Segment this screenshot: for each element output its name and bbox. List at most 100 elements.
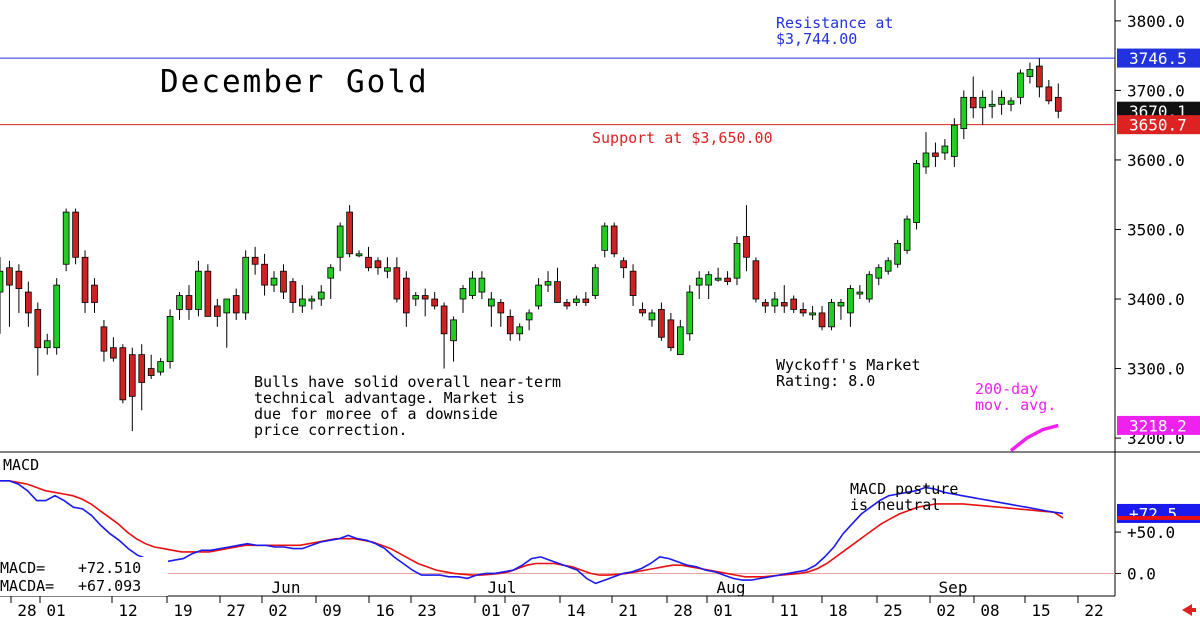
candle <box>903 215 911 254</box>
candle <box>639 302 646 317</box>
candle-body-up <box>960 96 968 130</box>
candle-body-up <box>336 225 344 258</box>
candle-body-up <box>714 277 722 281</box>
candle-body-down <box>762 302 769 307</box>
candle <box>563 299 571 310</box>
candle <box>922 132 930 174</box>
candle-body-up <box>384 267 391 272</box>
candle <box>317 285 325 306</box>
candle-body-down <box>6 267 13 286</box>
candle-body-up <box>837 302 845 307</box>
candle-body-up <box>903 218 911 251</box>
candle-body-down <box>15 270 23 289</box>
candle-body-up <box>847 288 854 314</box>
candle-body-down <box>620 260 627 269</box>
candle-body-down <box>147 368 155 376</box>
candle-body-down <box>213 305 221 317</box>
candle-body-down <box>780 302 788 307</box>
candle-body-down <box>554 281 561 303</box>
price-tag-label: 3650.7 <box>1129 116 1187 135</box>
price-tag-background <box>1117 415 1200 435</box>
candle <box>119 344 127 404</box>
candle-body-up <box>308 298 316 302</box>
macd-legend-label: MACD= <box>0 559 45 577</box>
candle <box>648 309 656 327</box>
candle-body-down <box>185 295 193 310</box>
candle <box>185 285 193 320</box>
candle-body-down <box>506 315 514 335</box>
candle <box>110 337 117 362</box>
candle-body-down <box>1054 96 1062 112</box>
candle <box>1036 58 1043 98</box>
candle-body-up <box>544 281 552 286</box>
candle <box>166 309 174 369</box>
date-tick-label: 01 <box>713 601 732 620</box>
candle <box>25 281 32 327</box>
candle-body-up <box>270 277 278 286</box>
price-tick-label: 3800.0 <box>1127 12 1185 31</box>
chart-title: December Gold <box>160 64 429 100</box>
candle <box>705 271 712 300</box>
candle <box>535 278 542 310</box>
candle-body-up <box>157 361 164 373</box>
macda-legend-label: MACDA= <box>0 577 54 595</box>
candle <box>195 260 202 317</box>
candle-body-down <box>932 152 939 157</box>
date-tick-label: 01 <box>46 601 65 620</box>
candle <box>327 264 335 300</box>
candle <box>384 257 391 279</box>
bulls-annotation: Bulls have solid overall near-term techni… <box>254 373 561 439</box>
month-label: Sep <box>939 578 968 597</box>
candle-body-up <box>865 274 873 300</box>
candle-body-up <box>856 291 864 295</box>
scroll-left-arrow-icon[interactable] <box>1182 604 1192 616</box>
candle <box>91 278 98 313</box>
candle-body-up <box>922 152 930 168</box>
candle <box>979 90 987 126</box>
candle <box>988 90 996 119</box>
candle <box>591 264 599 300</box>
candle-body-up <box>884 260 892 272</box>
candle-body-up <box>988 103 996 107</box>
candle-body-down <box>72 211 79 258</box>
date-tick-label: 18 <box>828 601 847 620</box>
candle-body-up <box>913 163 920 223</box>
candle-body-down <box>25 291 32 314</box>
candle-body-up <box>809 312 816 316</box>
macda-legend-value: +67.093 <box>78 577 141 595</box>
candle-body-up <box>242 256 250 314</box>
month-label: Jun <box>272 578 301 597</box>
candle-body-down <box>743 236 750 258</box>
candle <box>695 271 703 300</box>
candle-body-down <box>1045 86 1053 102</box>
candle <box>847 285 854 327</box>
price-tag: 3218.2 <box>1117 415 1200 435</box>
candle-body-down <box>100 326 108 352</box>
candle <box>100 319 108 362</box>
candle-body-up <box>327 267 335 279</box>
candle <box>1007 97 1015 112</box>
month-label: Jul <box>488 578 517 597</box>
candle-body-down <box>374 260 382 269</box>
candle <box>346 205 353 258</box>
candle-body-up <box>695 277 703 286</box>
candle <box>686 285 694 341</box>
candle-body-up <box>0 270 4 293</box>
macd-tick-label: 0.0 <box>1127 564 1156 583</box>
candle <box>6 260 13 327</box>
candle <box>743 205 750 272</box>
candle <box>554 267 561 303</box>
candle <box>582 292 590 306</box>
candle <box>270 271 278 293</box>
candle-body-up <box>1007 100 1015 105</box>
candle <box>157 358 164 376</box>
candle <box>393 257 401 303</box>
candle <box>969 76 977 119</box>
price-tag-background <box>1117 48 1200 68</box>
candle <box>875 264 883 286</box>
candle-body-down <box>563 302 571 307</box>
macda-marker <box>1117 515 1200 520</box>
candle <box>913 159 920 230</box>
candle-body-up <box>488 298 495 307</box>
